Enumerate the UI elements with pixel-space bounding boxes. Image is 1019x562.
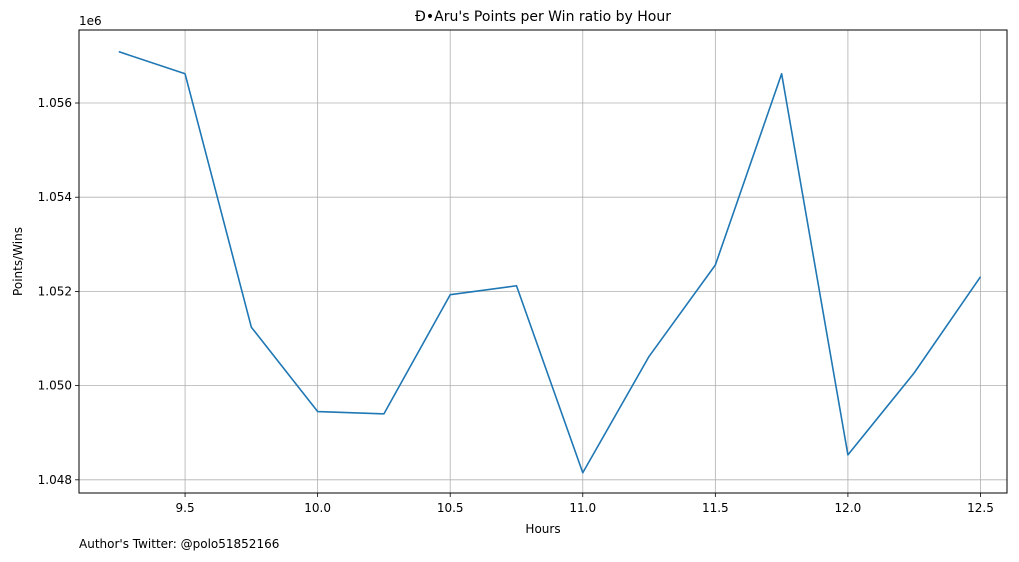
series-layer [118,50,982,474]
plot-frame [78,29,1008,494]
y-tick-label: 1.050 [38,379,72,393]
y-tick-label: 1.052 [38,284,72,298]
x-tick-label: 10.0 [304,501,331,515]
grid [79,30,1007,493]
y-axis-label: Points/Wins [11,227,25,296]
x-tick-label: 12.0 [835,501,862,515]
x-tick-label: 12.5 [967,501,994,515]
x-axis: 9.5 10.0 10.5 11.0 11.5 12.0 12.5 [176,493,994,515]
x-tick-label: 10.5 [437,501,464,515]
author-credit: Author's Twitter: @polo51852166 [79,537,280,551]
y-tick-label: 1.048 [38,473,72,487]
y-offset-label: 1e6 [79,14,102,28]
y-tick-label: 1.054 [38,190,72,204]
y-tick-label: 1.056 [38,96,72,110]
x-tick-label: 9.5 [176,501,195,515]
x-tick-label: 11.0 [569,501,596,515]
y-axis: 1.048 1.050 1.052 1.054 1.056 [38,96,79,487]
x-axis-label: Hours [525,522,560,536]
series-line [118,50,982,474]
x-tick-label: 11.5 [702,501,729,515]
chart-title: Đ•Aru's Points per Win ratio by Hour [415,9,671,25]
